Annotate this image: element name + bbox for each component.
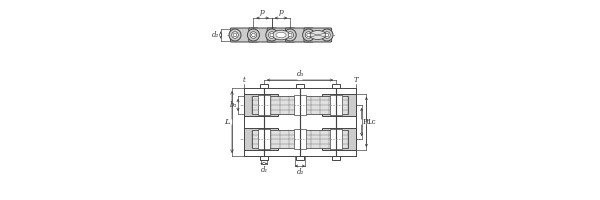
FancyBboxPatch shape (304, 28, 332, 42)
Text: Pt: Pt (363, 118, 370, 126)
Bar (253, 130, 298, 148)
Bar (322, 94, 356, 116)
Circle shape (247, 29, 259, 41)
Circle shape (289, 33, 292, 37)
Text: t: t (242, 76, 245, 84)
Bar (260, 84, 268, 88)
Text: d₂: d₂ (296, 168, 304, 176)
Circle shape (229, 29, 241, 41)
Ellipse shape (276, 32, 286, 38)
Circle shape (233, 33, 237, 37)
Bar (295, 129, 305, 149)
Circle shape (250, 32, 257, 38)
Circle shape (324, 32, 331, 38)
Bar (302, 96, 347, 114)
Text: p: p (278, 8, 283, 16)
Text: b₃: b₃ (229, 101, 236, 109)
Text: L: L (224, 118, 230, 126)
Bar (244, 94, 278, 116)
Bar (331, 129, 341, 149)
Text: d₃: d₃ (296, 70, 304, 78)
Circle shape (266, 29, 278, 41)
Bar (332, 84, 340, 88)
Circle shape (321, 29, 333, 41)
FancyBboxPatch shape (286, 28, 313, 42)
Ellipse shape (272, 30, 289, 40)
Bar (296, 156, 304, 160)
Text: p: p (260, 8, 265, 16)
Text: T: T (353, 76, 358, 84)
FancyBboxPatch shape (267, 28, 295, 42)
FancyBboxPatch shape (230, 28, 258, 42)
Circle shape (325, 33, 329, 37)
Bar (244, 128, 278, 150)
Circle shape (270, 33, 274, 37)
Circle shape (307, 33, 310, 37)
Bar (295, 95, 305, 115)
Bar (322, 128, 356, 150)
Bar (296, 84, 304, 88)
Circle shape (232, 32, 238, 38)
Circle shape (302, 29, 314, 41)
Bar (260, 156, 268, 160)
Bar (302, 130, 347, 148)
Circle shape (251, 33, 255, 37)
Circle shape (305, 32, 312, 38)
Text: Lc: Lc (368, 118, 376, 126)
Text: d₁: d₁ (260, 166, 268, 174)
FancyBboxPatch shape (249, 28, 277, 42)
Ellipse shape (310, 30, 326, 40)
Circle shape (284, 29, 296, 41)
Circle shape (287, 32, 293, 38)
Circle shape (269, 32, 275, 38)
Bar (331, 95, 341, 115)
Bar (259, 95, 269, 115)
Bar (253, 96, 298, 114)
Text: d₂: d₂ (212, 31, 219, 39)
Bar (332, 156, 340, 160)
Bar (259, 129, 269, 149)
